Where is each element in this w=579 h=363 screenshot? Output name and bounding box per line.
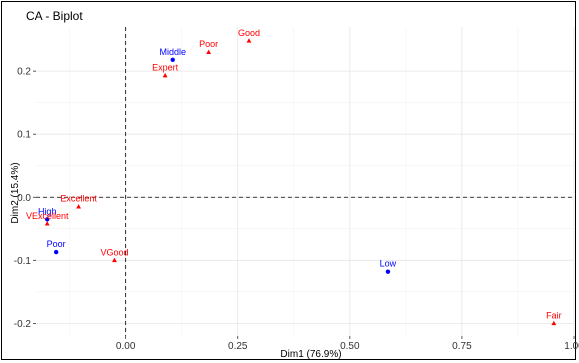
axes: 0.00 0.25 0.50 0.75 1.00 -0.2 -0.1 0.0 0.1 0.2 <box>14 67 579 352</box>
x-axis-title: Dim1 (76.9%) <box>280 349 341 360</box>
label-poor: Poor <box>199 39 218 49</box>
point-excellent <box>76 204 82 209</box>
x-tick-label: 0.75 <box>452 341 472 352</box>
point-poor <box>206 49 212 54</box>
y-tick-label: -0.1 <box>14 256 32 267</box>
point-middle <box>170 57 175 62</box>
label-fair: Fair <box>546 310 562 320</box>
point-vexcellent <box>44 221 50 226</box>
reference-lines <box>36 27 574 336</box>
x-tick-label: 1.00 <box>564 341 579 352</box>
x-tick-label: 0.50 <box>340 341 360 352</box>
label-middle: Middle <box>159 47 186 57</box>
grid <box>36 27 575 336</box>
y-tick-label: 0.1 <box>17 130 31 141</box>
label-vexcellent: VExcellent <box>26 211 69 221</box>
point-low <box>385 269 391 274</box>
point-vgood <box>112 257 117 263</box>
label-poor: Poor <box>47 239 66 249</box>
point-fair <box>551 320 557 326</box>
point-poor <box>53 249 59 255</box>
point-expert <box>162 72 168 78</box>
x-tick-label: 0.25 <box>228 341 248 352</box>
point-good <box>246 38 252 43</box>
label-high: High <box>38 206 57 216</box>
label-good: Good <box>238 28 260 38</box>
point-labels: Middle High Poor Low Good Poor Expert Excellent… <box>26 28 562 321</box>
chart-title: CA - Biplot <box>26 9 83 23</box>
y-tick-label: 0.2 <box>17 67 31 78</box>
label-expert: Expert <box>152 63 179 73</box>
y-tick-label: 0.0 <box>17 193 31 204</box>
point-high <box>45 217 50 222</box>
points <box>44 38 557 326</box>
label-vgood: VGood <box>100 247 128 257</box>
label-excellent: Excellent <box>60 194 97 204</box>
y-tick-label: -0.2 <box>14 319 32 330</box>
x-tick-label: 0.00 <box>116 341 136 352</box>
y-axis-title: Dim2 (15.4%) <box>10 162 21 223</box>
label-low: Low <box>380 259 397 269</box>
